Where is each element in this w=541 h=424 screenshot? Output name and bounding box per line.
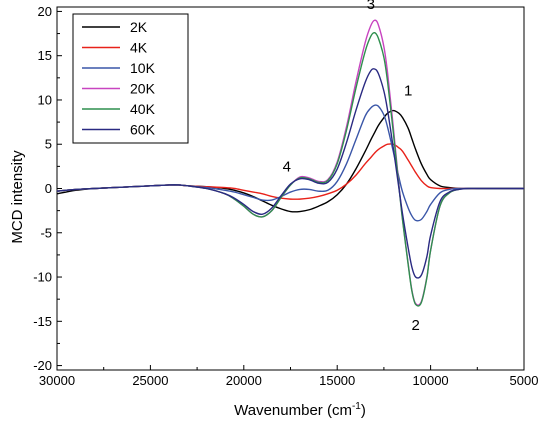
y-tick-label: -10 bbox=[33, 270, 52, 285]
x-tick-label: 30000 bbox=[39, 373, 75, 388]
legend-label-2K: 2K bbox=[130, 19, 148, 35]
y-tick-label: -5 bbox=[40, 225, 52, 240]
y-tick-label: 10 bbox=[38, 92, 52, 107]
peak-label-1: 1 bbox=[404, 83, 412, 100]
x-axis-title-sup: -1 bbox=[352, 401, 361, 412]
x-axis-title-main: Wavenumber (cm bbox=[234, 402, 352, 419]
annotation-layer: 1 2 3 4 bbox=[283, 0, 420, 334]
x-tick-label: 25000 bbox=[132, 373, 168, 388]
y-axis-title: MCD intensity bbox=[9, 150, 26, 244]
x-tick-label: 15000 bbox=[319, 373, 355, 388]
x-axis-title-close: ) bbox=[361, 402, 366, 419]
y-tick-label: -15 bbox=[33, 314, 52, 329]
y-tick-label: 15 bbox=[38, 48, 52, 63]
y-tick-label: 0 bbox=[45, 181, 52, 196]
y-tick-label: -20 bbox=[33, 358, 52, 373]
legend-label-40K: 40K bbox=[130, 101, 156, 117]
peak-label-3: 3 bbox=[367, 0, 375, 13]
y-tick-label: 5 bbox=[45, 137, 52, 152]
legend-label-10K: 10K bbox=[130, 60, 156, 76]
y-tick-label: 20 bbox=[38, 4, 52, 19]
legend-box bbox=[72, 13, 189, 144]
x-tick-label: 10000 bbox=[413, 373, 449, 388]
legend-label-60K: 60K bbox=[130, 122, 156, 138]
x-axis-title: Wavenumber (cm-1) bbox=[234, 401, 366, 419]
series-line-60K bbox=[56, 68, 524, 279]
axes-layer: 30000 25000 20000 15000 10000 5000 -20 -15 -10 -5… bbox=[33, 4, 538, 388]
legend: 2K 4K 10K 20K 40K 60K bbox=[72, 13, 189, 144]
peak-label-4: 4 bbox=[283, 159, 291, 176]
legend-label-20K: 20K bbox=[130, 81, 156, 97]
x-tick-label: 5000 bbox=[510, 373, 539, 388]
x-tick-label: 20000 bbox=[226, 373, 262, 388]
legend-label-4K: 4K bbox=[130, 40, 148, 56]
peak-label-2: 2 bbox=[411, 317, 419, 334]
series-layer bbox=[56, 19, 524, 307]
